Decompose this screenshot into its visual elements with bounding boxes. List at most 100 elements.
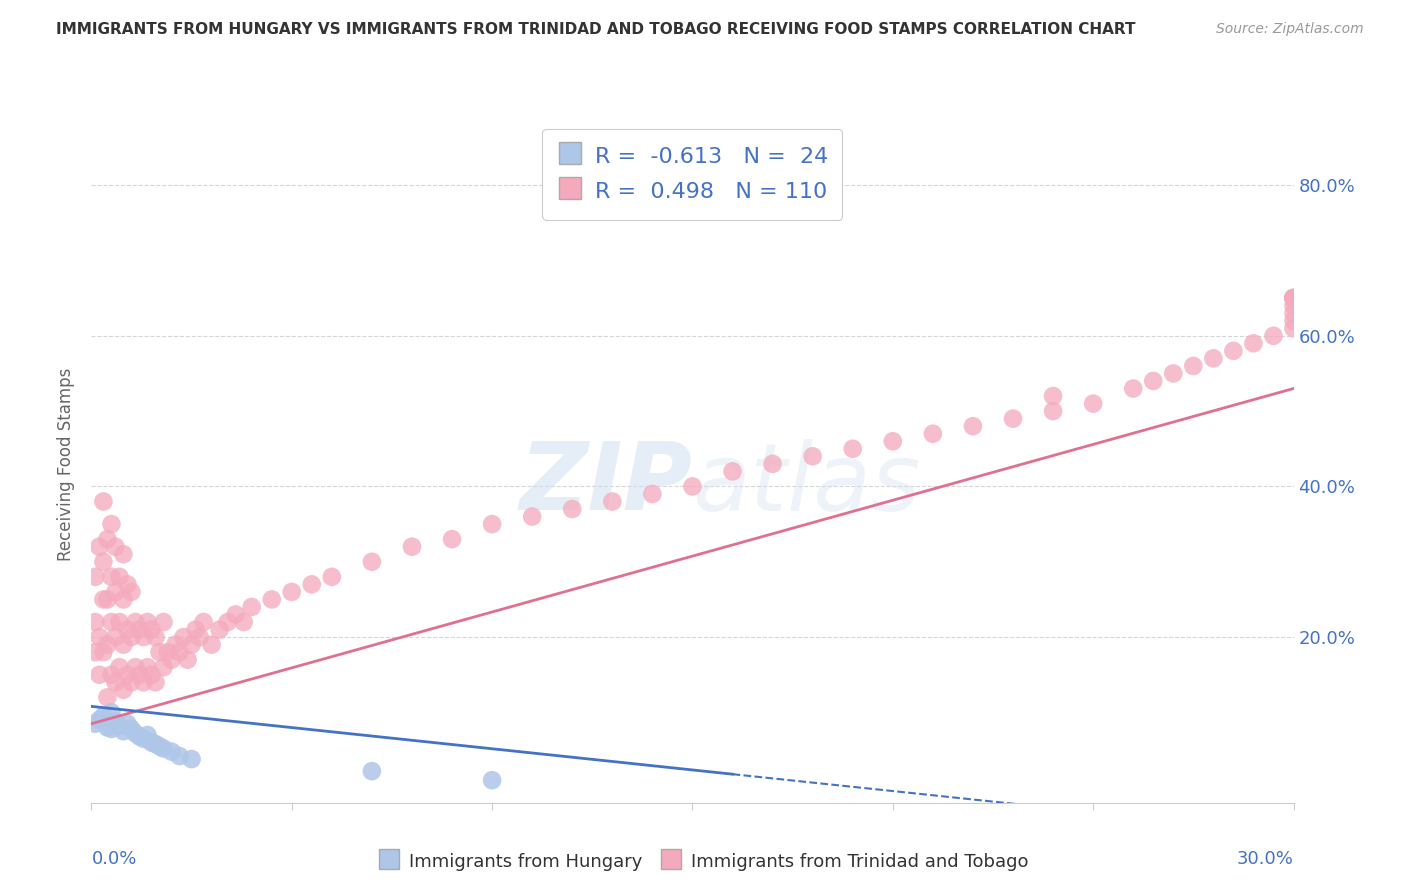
Point [1282,291,1305,305]
Point [173,630,195,644]
Point [84,615,107,629]
Point [104,714,127,729]
Point [1282,299,1305,313]
Point [1282,291,1305,305]
Point [522,509,544,524]
Point [96,638,118,652]
Point [561,502,583,516]
Point [1282,291,1305,305]
Point [100,706,122,720]
Point [121,630,143,644]
Point [112,592,135,607]
Text: IMMIGRANTS FROM HUNGARY VS IMMIGRANTS FROM TRINIDAD AND TOBAGO RECEIVING FOOD ST: IMMIGRANTS FROM HUNGARY VS IMMIGRANTS FR… [56,22,1136,37]
Point [100,722,122,736]
Point [184,623,207,637]
Point [169,645,191,659]
Legend: Immigrants from Hungary, Immigrants from Trinidad and Tobago: Immigrants from Hungary, Immigrants from… [371,843,1035,879]
Point [89,630,111,644]
Point [128,623,150,637]
Point [93,494,115,508]
Point [193,615,215,629]
Point [360,764,382,779]
Point [882,434,904,449]
Point [132,731,155,746]
Point [188,630,211,644]
Point [141,667,163,681]
Text: 30.0%: 30.0% [1237,850,1294,868]
Point [117,577,139,591]
Point [145,737,167,751]
Point [180,638,202,652]
Text: Source: ZipAtlas.com: Source: ZipAtlas.com [1216,22,1364,37]
Point [721,464,744,478]
Point [1222,343,1244,358]
Point [136,660,159,674]
Point [602,494,624,508]
Point [176,653,198,667]
Point [96,690,118,705]
Point [232,615,254,629]
Point [1122,382,1144,396]
Point [641,487,664,501]
Point [301,577,323,591]
Point [962,419,984,434]
Point [104,630,127,644]
Point [481,773,503,788]
Point [1042,389,1064,403]
Point [112,638,135,652]
Point [104,675,127,690]
Point [121,675,143,690]
Point [1142,374,1164,388]
Point [1263,328,1285,343]
Point [108,719,131,733]
Point [145,630,167,644]
Point [321,570,343,584]
Point [104,585,127,599]
Point [165,638,187,652]
Point [1282,314,1305,328]
Point [1282,291,1305,305]
Point [1202,351,1225,366]
Point [440,532,463,546]
Point [762,457,785,471]
Point [96,532,118,546]
Point [89,540,111,554]
Point [108,570,131,584]
Point [100,615,122,629]
Point [84,716,107,731]
Point [108,660,131,674]
Point [141,623,163,637]
Point [152,660,174,674]
Point [1282,291,1305,305]
Legend: R =  -0.613   N =  24, R =  0.498   N = 110: R = -0.613 N = 24, R = 0.498 N = 110 [543,128,842,219]
Point [201,638,224,652]
Point [124,615,146,629]
Point [100,570,122,584]
Point [148,739,170,754]
Point [169,749,191,764]
Point [132,630,155,644]
Point [112,724,135,739]
Point [124,660,146,674]
Text: ZIP: ZIP [520,438,692,530]
Point [1083,396,1105,410]
Point [89,667,111,681]
Text: atlas: atlas [692,439,921,530]
Point [1282,321,1305,335]
Point [136,615,159,629]
Point [481,517,503,532]
Point [1001,411,1024,425]
Point [152,615,174,629]
Point [136,728,159,742]
Point [121,722,143,736]
Point [121,585,143,599]
Point [180,752,202,766]
Point [1182,359,1205,373]
Point [104,540,127,554]
Point [108,615,131,629]
Point [100,517,122,532]
Point [156,645,179,659]
Point [96,721,118,735]
Point [117,667,139,681]
Point [1282,291,1305,305]
